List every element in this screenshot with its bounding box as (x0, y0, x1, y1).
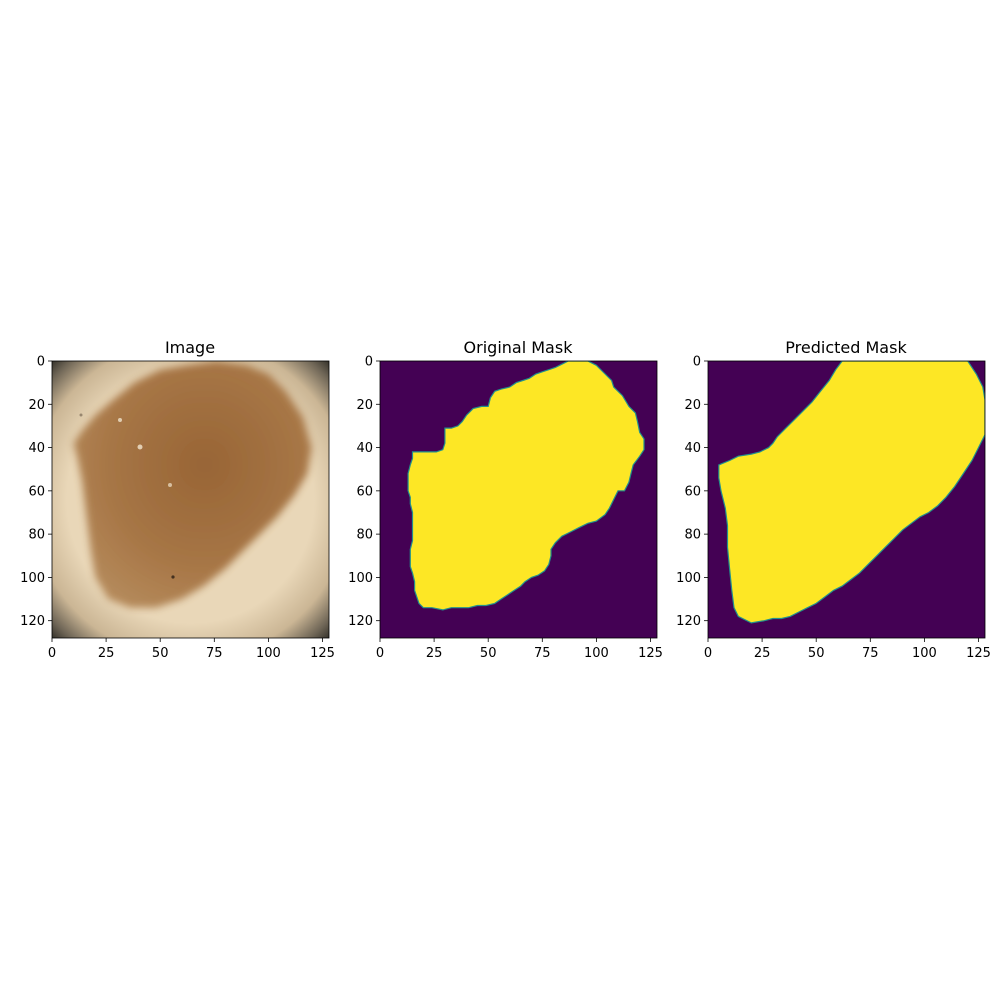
y-tick-label: 20 (28, 398, 45, 413)
x-tick-label: 100 (256, 646, 281, 661)
x-tick-label: 75 (534, 646, 551, 661)
axis-ticks: 0 25 50 75 100 125 0 20 40 60 80 100 120 (676, 355, 991, 662)
y-tick-label: 80 (28, 528, 45, 543)
mask-region (718, 361, 985, 624)
y-tick-label: 120 (676, 614, 701, 629)
y-tick-label: 40 (28, 441, 45, 456)
mask-region (407, 361, 645, 611)
y-tick-label: 0 (37, 355, 45, 370)
y-tick-label: 80 (356, 528, 373, 543)
y-tick-label: 40 (684, 441, 701, 456)
x-tick-label: 25 (426, 646, 443, 661)
x-tick-label: 50 (808, 646, 825, 661)
y-tick-label: 60 (684, 484, 701, 499)
x-tick-label: 125 (966, 646, 991, 661)
axis-ticks: 0 25 50 75 100 125 0 20 40 60 80 100 120 (348, 355, 663, 662)
dermoscopy-image (52, 361, 329, 638)
x-tick-label: 100 (912, 646, 937, 661)
x-tick-label: 0 (704, 646, 712, 661)
x-tick-label: 0 (48, 646, 56, 661)
y-tick-label: 40 (356, 441, 373, 456)
y-tick-label: 20 (684, 398, 701, 413)
y-tick-label: 0 (365, 355, 373, 370)
x-tick-label: 0 (376, 646, 384, 661)
y-tick-label: 120 (348, 614, 373, 629)
x-tick-label: 25 (98, 646, 115, 661)
x-tick-label: 125 (310, 646, 335, 661)
y-tick-label: 60 (28, 484, 45, 499)
y-tick-label: 120 (20, 614, 45, 629)
y-tick-label: 0 (693, 355, 701, 370)
y-tick-label: 100 (348, 571, 373, 586)
x-tick-label: 50 (480, 646, 497, 661)
y-tick-label: 100 (20, 571, 45, 586)
x-tick-label: 125 (638, 646, 663, 661)
panel-title: Original Mask (464, 338, 574, 357)
x-tick-label: 75 (862, 646, 879, 661)
y-tick-label: 60 (356, 484, 373, 499)
image-panel: Image 0 25 50 75 100 125 0 20 40 60 80 100 120 (20, 338, 335, 661)
axis-ticks: 0 25 50 75 100 125 0 20 40 60 80 100 120 (20, 355, 335, 662)
x-tick-label: 50 (152, 646, 169, 661)
panel-title: Predicted Mask (785, 338, 907, 357)
y-tick-label: 80 (684, 528, 701, 543)
predicted-mask-panel: Predicted Mask 0 25 50 75 100 125 0 20 40 60 80 100… (676, 338, 991, 661)
original-mask-panel: Original Mask 0 25 50 75 100 125 0 20 40 60 80 100 1… (348, 338, 663, 661)
x-tick-label: 75 (206, 646, 223, 661)
panel-title: Image (165, 338, 215, 357)
y-tick-label: 20 (356, 398, 373, 413)
x-tick-label: 100 (584, 646, 609, 661)
y-tick-label: 100 (676, 571, 701, 586)
x-tick-label: 25 (754, 646, 771, 661)
lesion-region (73, 361, 312, 608)
